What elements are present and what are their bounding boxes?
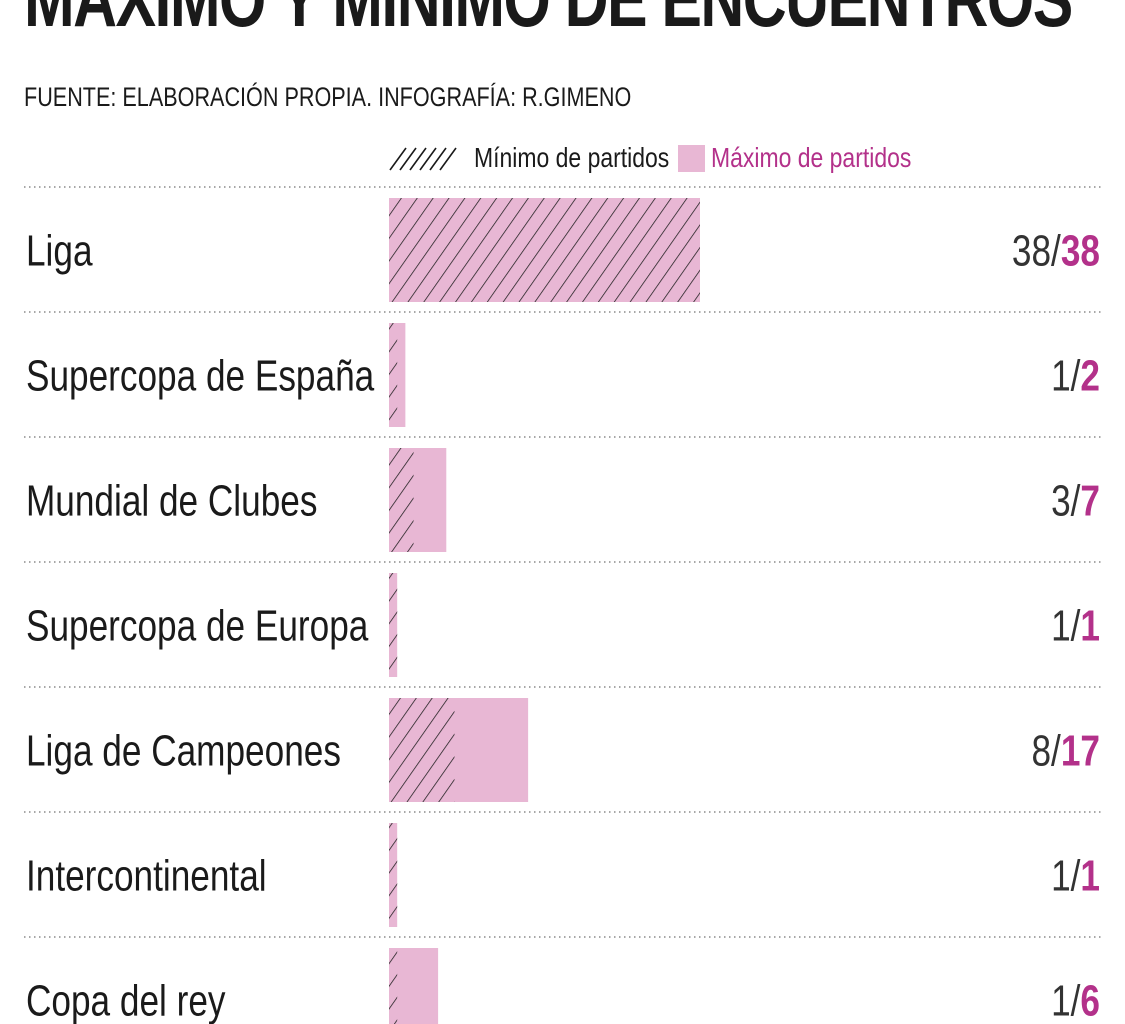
value-label-min: 3/ — [1051, 477, 1081, 526]
value-label: 1/1 — [1051, 852, 1100, 901]
value-label: 1/6 — [1051, 977, 1100, 1024]
value-label-max: 7 — [1080, 477, 1100, 526]
legend: Mínimo de partidos Máximo de partidos — [388, 140, 955, 176]
value-label-max: 38 — [1061, 227, 1100, 276]
category-label: Supercopa de España — [26, 352, 375, 401]
value-label-min: 38/ — [1012, 227, 1062, 276]
category-label: Intercontinental — [26, 852, 267, 901]
value-label: 8/17 — [1032, 727, 1100, 776]
category-label: Mundial de Clubes — [26, 477, 317, 526]
bar-min — [389, 698, 455, 802]
value-label: 38/38 — [1012, 227, 1100, 276]
bar-min — [389, 573, 398, 677]
value-label-min: 1/ — [1051, 852, 1081, 901]
legend-hatch-swatch — [389, 147, 457, 171]
category-label: Copa del rey — [26, 977, 226, 1024]
source-note: FUENTE: ELABORACIÓN PROPIA. INFOGRAFÍA: … — [24, 82, 632, 112]
category-label: Liga — [26, 227, 93, 276]
value-label-max: 1 — [1080, 602, 1100, 651]
bar-min — [389, 198, 700, 302]
legend-min-label: Mínimo de partidos — [474, 142, 670, 173]
category-label: Supercopa de Europa — [26, 602, 369, 651]
value-label-max: 17 — [1061, 727, 1100, 776]
value-label-max: 1 — [1080, 852, 1100, 901]
value-label-min: 1/ — [1051, 602, 1081, 651]
value-label: 1/2 — [1051, 352, 1100, 401]
value-label-max: 6 — [1080, 977, 1100, 1024]
bar-min — [389, 948, 398, 1024]
bar-min — [389, 323, 398, 427]
value-label-min: 8/ — [1032, 727, 1062, 776]
value-label: 3/7 — [1051, 477, 1100, 526]
value-label-min: 1/ — [1051, 977, 1081, 1024]
category-label: Liga de Campeones — [26, 727, 341, 776]
chart-title: MÁXIMO Y MÍNIMO DE ENCUENTROS — [24, 0, 1073, 38]
value-label-min: 1/ — [1051, 352, 1081, 401]
value-label-max: 2 — [1080, 352, 1100, 401]
legend-max-label: Máximo de partidos — [711, 142, 912, 173]
value-label: 1/1 — [1051, 602, 1100, 651]
bar-min — [389, 823, 398, 927]
legend-max-swatch — [678, 144, 706, 172]
bar-min — [389, 448, 414, 552]
